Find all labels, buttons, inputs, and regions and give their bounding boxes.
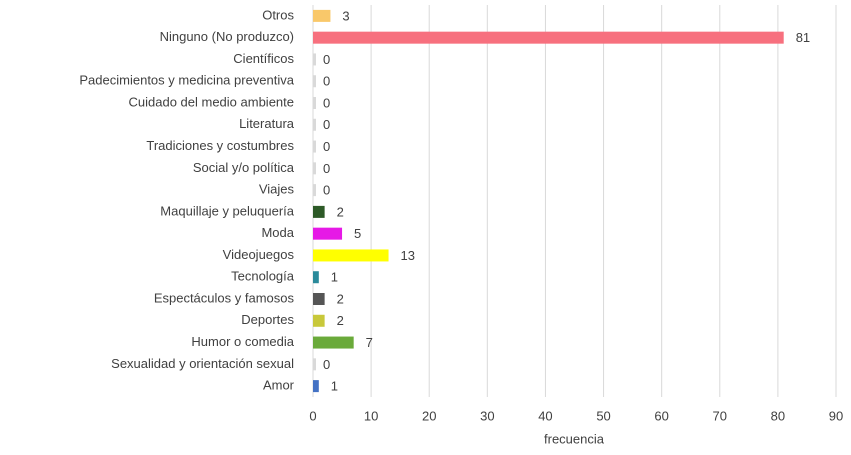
- bar: [313, 75, 316, 88]
- bar: [313, 118, 316, 131]
- value-label: 0: [323, 52, 330, 67]
- x-tick-label: 40: [538, 408, 552, 423]
- value-label: 1: [331, 270, 338, 285]
- x-tick-label: 90: [829, 408, 843, 423]
- x-tick-label: 60: [654, 408, 668, 423]
- y-tick-label: Ninguno (No produzco): [160, 29, 294, 44]
- bar: [313, 358, 316, 371]
- x-tick-label: 70: [713, 408, 727, 423]
- y-tick-label: Deportes: [241, 312, 294, 327]
- x-tick-label: 30: [480, 408, 494, 423]
- x-tick-label: 80: [771, 408, 785, 423]
- bar: [313, 249, 389, 262]
- bar: [313, 53, 316, 66]
- bar: [313, 184, 316, 197]
- y-tick-label: Social y/o política: [193, 160, 295, 175]
- y-tick-label: Amor: [263, 378, 295, 393]
- bar: [313, 314, 325, 327]
- x-tick-label: 0: [309, 408, 316, 423]
- y-tick-label: Literatura: [239, 116, 295, 131]
- value-label: 0: [323, 74, 330, 89]
- bar: [313, 336, 354, 349]
- bar: [313, 271, 319, 284]
- value-label: 0: [323, 95, 330, 110]
- bar: [313, 97, 316, 109]
- y-tick-label: Otros: [262, 7, 294, 22]
- value-label: 0: [323, 139, 330, 154]
- bar: [313, 380, 319, 393]
- value-label: 13: [401, 248, 415, 263]
- value-label: 0: [323, 183, 330, 198]
- y-tick-label: Padecimientos y medicina preventiva: [79, 73, 294, 88]
- y-tick-label: Moda: [261, 225, 294, 240]
- value-label: 5: [354, 226, 361, 241]
- value-label: 7: [366, 335, 373, 350]
- bar: [313, 9, 331, 22]
- bar: [313, 162, 316, 175]
- x-axis-label: frecuencia: [544, 431, 605, 446]
- y-tick-label: Maquillaje y peluquería: [160, 203, 294, 218]
- value-label: 0: [323, 161, 330, 176]
- y-tick-label: Cuidado del medio ambiente: [129, 94, 295, 109]
- bar: [313, 227, 343, 240]
- value-label: 2: [337, 291, 344, 306]
- value-label: 0: [323, 357, 330, 372]
- x-tick-label: 50: [596, 408, 610, 423]
- bar: [313, 293, 325, 305]
- y-tick-label: Científicos: [233, 51, 294, 66]
- value-label: 3: [342, 8, 349, 23]
- bar: [313, 31, 784, 44]
- y-tick-label: Viajes: [259, 182, 295, 197]
- value-label: 0: [323, 117, 330, 132]
- y-tick-label: Sexualidad y orientación sexual: [111, 356, 294, 371]
- value-label: 1: [331, 379, 338, 394]
- bar: [313, 140, 316, 153]
- y-tick-label: Tradiciones y costumbres: [146, 138, 294, 153]
- value-label: 81: [796, 30, 810, 45]
- value-label: 2: [337, 204, 344, 219]
- x-tick-label: 20: [422, 408, 436, 423]
- y-tick-label: Videojuegos: [223, 247, 295, 262]
- value-label: 2: [337, 313, 344, 328]
- y-tick-label: Tecnología: [231, 269, 295, 284]
- bar: [313, 205, 325, 218]
- y-tick-label: Espectáculos y famosos: [154, 290, 295, 305]
- y-tick-label: Humor o comedia: [191, 334, 294, 349]
- x-tick-label: 10: [364, 408, 378, 423]
